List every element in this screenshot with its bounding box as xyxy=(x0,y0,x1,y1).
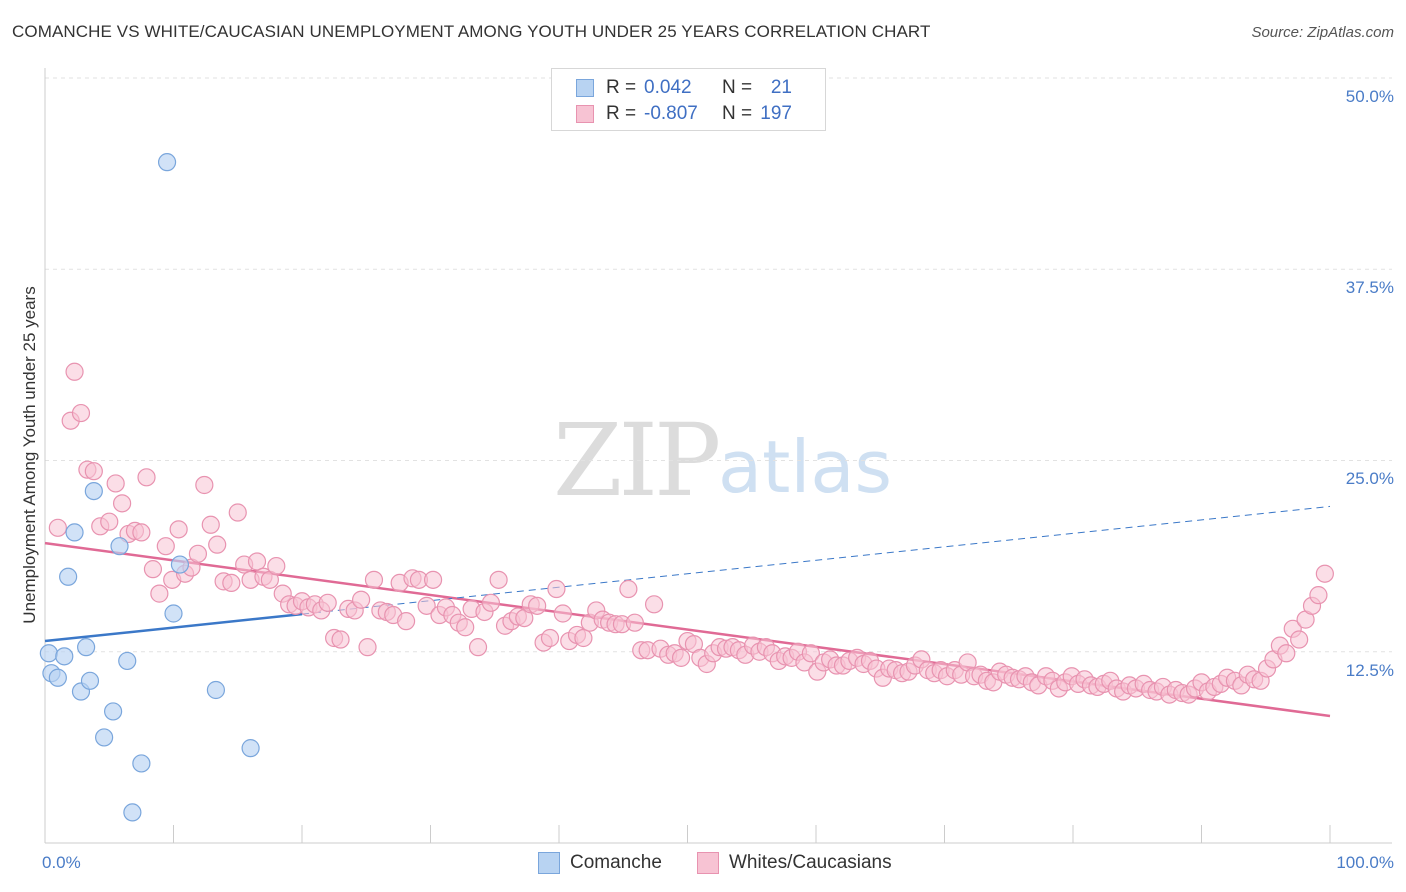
r-value: -0.807 xyxy=(644,103,698,124)
whites-point xyxy=(112,494,132,513)
y-tick-label: 25.0% xyxy=(1345,469,1394,488)
whites-point xyxy=(1290,630,1309,649)
x-tick-label: 0.0% xyxy=(42,853,81,872)
whites-point xyxy=(619,579,638,599)
comanche-swatch xyxy=(576,79,594,97)
legend-label: Whites/Caucasians xyxy=(729,852,892,873)
comanche-point xyxy=(123,803,142,822)
whites-point xyxy=(132,523,151,542)
whites-point xyxy=(489,570,508,589)
y-tick-label: 12.5% xyxy=(1345,661,1394,680)
n-label: N = xyxy=(722,103,753,124)
whites-point xyxy=(195,475,214,495)
n-value: 197 xyxy=(760,103,792,124)
whites-point xyxy=(553,604,572,623)
comanche-point xyxy=(110,537,129,556)
legend-row-whites: R = -0.807 N = 197 xyxy=(576,103,792,125)
comanche-point xyxy=(132,754,151,773)
correlation-legend: R = 0.042 N = 21 R = -0.807 N = 197 xyxy=(551,68,826,131)
comanche-point xyxy=(157,153,177,172)
legend-row-comanche: R = 0.042 N = 21 xyxy=(576,77,792,99)
whites-point xyxy=(71,403,91,423)
comanche-trend-line xyxy=(44,612,303,643)
x-tick-label: 100.0% xyxy=(1336,853,1394,872)
r-label: R = xyxy=(606,103,637,124)
whites-point xyxy=(528,596,547,615)
whites-point xyxy=(481,593,500,612)
legend-item-whites[interactable]: Whites/Caucasians xyxy=(697,852,892,874)
whites-point xyxy=(201,515,220,534)
comanche-point xyxy=(170,555,190,574)
whites-point xyxy=(468,638,488,657)
legend-item-comanche[interactable]: Comanche xyxy=(538,852,662,874)
whites-point xyxy=(137,468,156,487)
whites-point xyxy=(1315,564,1334,583)
whites-point xyxy=(228,503,247,522)
r-value: 0.042 xyxy=(644,77,692,98)
comanche-point xyxy=(104,702,123,721)
comanche-swatch xyxy=(538,852,560,874)
y-axis-label: Unemployment Among Youth under 25 years xyxy=(20,286,39,624)
whites-point xyxy=(352,590,371,609)
whites-swatch xyxy=(576,105,594,123)
comanche-point xyxy=(164,604,183,623)
whites-point xyxy=(156,537,175,556)
whites-point xyxy=(547,579,566,599)
whites-point xyxy=(331,630,350,649)
whites-point xyxy=(48,518,67,537)
whites-point xyxy=(358,638,377,657)
comanche-point xyxy=(80,671,100,690)
chart-title: COMANCHE VS WHITE/CAUCASIAN UNEMPLOYMENT… xyxy=(12,22,931,41)
whites-point xyxy=(143,560,163,579)
whites-point xyxy=(1277,644,1296,663)
whites-point xyxy=(396,612,416,631)
comanche-point xyxy=(241,739,260,758)
whites-point xyxy=(540,628,560,648)
comanche-point xyxy=(59,567,78,586)
comanche-point xyxy=(65,523,84,542)
whites-point xyxy=(364,570,384,589)
whites-swatch xyxy=(697,852,719,874)
whites-point xyxy=(1309,586,1328,605)
whites-point xyxy=(456,618,475,637)
whites-point xyxy=(644,595,664,614)
y-tick-label: 37.5% xyxy=(1345,278,1394,297)
comanche-trend-extension xyxy=(301,505,1331,615)
whites-point xyxy=(208,535,227,554)
whites-point xyxy=(423,570,443,589)
whites-point xyxy=(188,544,208,563)
comanche-point xyxy=(77,638,96,657)
r-label: R = xyxy=(606,77,637,98)
whites-point xyxy=(84,462,103,481)
whites-point xyxy=(671,648,691,667)
comanche-point xyxy=(84,482,103,501)
whites-point xyxy=(801,644,820,663)
whites-point xyxy=(318,593,337,612)
comanche-point xyxy=(206,680,226,700)
whites-point xyxy=(150,584,169,603)
whites-point xyxy=(247,552,267,571)
whites-point xyxy=(100,512,119,531)
watermark-atlas: atlas xyxy=(718,425,892,509)
comanche-point xyxy=(55,647,74,666)
comanche-point xyxy=(48,668,67,687)
whites-point xyxy=(222,573,241,593)
n-label: N = xyxy=(722,77,753,98)
n-value: 21 xyxy=(770,77,792,98)
comanche-point xyxy=(39,644,58,663)
comanche-point xyxy=(118,651,137,671)
comanche-point xyxy=(95,728,114,747)
whites-point xyxy=(65,362,84,381)
whites-point xyxy=(574,628,593,648)
whites-point xyxy=(267,556,286,576)
y-tick-label: 50.0% xyxy=(1345,87,1394,106)
whites-point xyxy=(169,520,188,539)
source-label: Source: ZipAtlas.com xyxy=(1251,24,1394,41)
whites-point xyxy=(625,613,644,632)
whites-point xyxy=(417,596,436,615)
whites-point xyxy=(106,474,125,493)
legend-label: Comanche xyxy=(570,852,662,873)
